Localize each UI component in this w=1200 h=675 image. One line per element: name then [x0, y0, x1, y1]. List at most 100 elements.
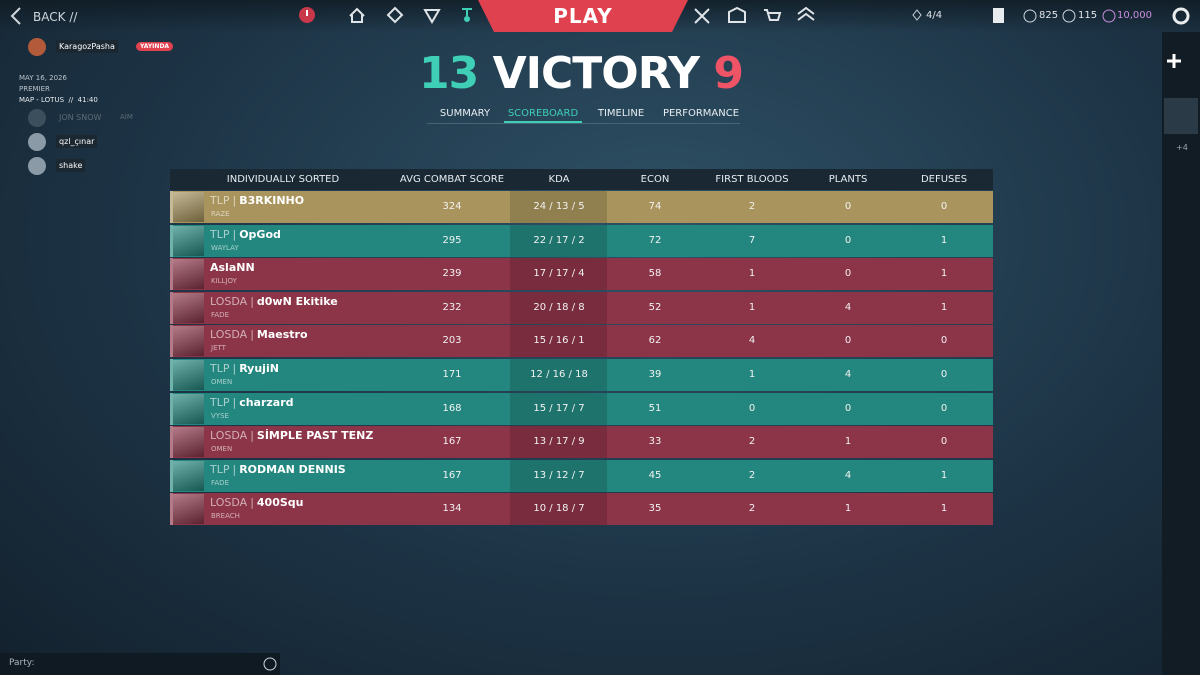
add-friend-icon[interactable] [1167, 54, 1181, 68]
agent-portrait [173, 360, 204, 390]
match-mode: PREMIER [19, 85, 50, 93]
tab[interactable]: TIMELINE [597, 108, 645, 119]
column-header: KDA [548, 174, 570, 185]
stat-acs: 168 [442, 402, 462, 414]
kc-icon [1102, 9, 1116, 23]
esports-icon[interactable] [728, 6, 746, 23]
stat-econ: 58 [648, 268, 662, 280]
collection-icon[interactable] [386, 6, 404, 24]
player-row[interactable]: TLP | RyujiN OMEN 171 12 / 16 / 18 39 1 4 0 [170, 359, 993, 391]
tab[interactable]: PERFORMANCE [662, 108, 740, 119]
stat-econ: 52 [648, 301, 662, 313]
stat-econ: 72 [648, 234, 662, 246]
stat-defuses: 0 [940, 402, 948, 414]
team-separator: | [232, 462, 237, 476]
stat-plants: 4 [844, 469, 852, 481]
chat-icon[interactable] [262, 656, 278, 672]
player-row[interactable]: LOSDA | d0wN Ekitike FADE 232 20 / 18 / 8 52 1 4… [170, 291, 993, 324]
back-label: BACK [33, 10, 66, 24]
player-row[interactable]: TLP | charzard VYSE 168 15 / 17 / 7 51 0 0 0 [170, 392, 993, 425]
row-accent [170, 191, 173, 223]
chat-circle [263, 657, 277, 671]
stat-kda: 20 / 18 / 8 [533, 301, 585, 313]
stat-defuses: 0 [940, 201, 948, 212]
player-row[interactable]: TLP | OpGod WAYLAY 295 22 / 17 / 2 72 7 0 1 [170, 224, 993, 257]
team-separator: | [250, 496, 254, 510]
stat-defuses: 1 [940, 234, 948, 246]
stat-kda: 13 / 12 / 7 [533, 469, 585, 481]
team-separator: | [250, 328, 254, 342]
match-separator: // [68, 96, 74, 104]
back-arrow[interactable] [10, 7, 21, 25]
table-header [170, 169, 993, 190]
player-row[interactable]: AslaNN KILLJOY 239 17 / 17 / 4 58 1 0 1 [170, 258, 993, 291]
stat-first-bloods: 1 [748, 268, 756, 280]
friend-avatar[interactable] [28, 157, 46, 175]
stat-acs: 167 [442, 436, 462, 448]
team-separator: | [250, 294, 254, 308]
player-name: LOSDA | 400Squ [210, 496, 304, 509]
premier-icon[interactable] [797, 6, 815, 21]
friend-name[interactable]: shake [56, 159, 86, 172]
row-accent [170, 392, 173, 425]
friend-avatar[interactable] [28, 133, 46, 151]
team-separator: | [250, 429, 254, 443]
stat-kda: 10 / 18 / 7 [533, 503, 585, 515]
career-icon[interactable] [462, 8, 472, 16]
play-label[interactable]: PLAY [553, 4, 613, 28]
player-row[interactable]: LOSDA | SİMPLE PAST TENZ OMEN 167 13 / 17 / 9… [170, 426, 993, 459]
column-header: PLANTS [828, 174, 868, 185]
player-row[interactable]: LOSDA | Maestro JETT 203 15 / 16 / 1 62 4 0 0 [170, 325, 993, 358]
stat-kda: 17 / 17 / 4 [533, 268, 585, 280]
stat-defuses: 1 [940, 503, 948, 515]
stat-plants: 4 [844, 301, 852, 313]
name: OpGod [239, 227, 281, 241]
play-banner[interactable] [478, 0, 688, 32]
player-row[interactable]: LOSDA | 400Squ BREACH 134 10 / 18 / 7 35 2 1 1 [170, 493, 993, 526]
player-name: TLP | RyujiN [210, 362, 279, 375]
settings-icon[interactable] [1172, 7, 1190, 25]
sidebar [1162, 32, 1200, 675]
tab[interactable]: SUMMARY [439, 108, 491, 119]
tabs-line [427, 123, 740, 124]
row-accent [170, 359, 173, 391]
team-tag: TLP [210, 462, 230, 476]
party-member[interactable] [1164, 98, 1198, 134]
friend-name[interactable]: KaragozPasha [56, 40, 118, 53]
friend-status: AIM [120, 113, 133, 121]
party-label: Party: [9, 658, 35, 668]
party-chat[interactable] [0, 653, 280, 675]
stat-first-bloods: 4 [748, 335, 756, 347]
vp-icon [1023, 9, 1037, 23]
player-row[interactable]: TLP | B3RKINHO RAZE 324 24 / 13 / 5 74 2 0 0 [170, 191, 993, 223]
team-score: 13 [419, 48, 479, 99]
back-button[interactable]: BACK // [33, 10, 77, 24]
tab[interactable]: SCOREBOARD [507, 108, 579, 119]
friend-avatar[interactable] [28, 109, 46, 127]
friend-avatar[interactable] [28, 38, 46, 56]
friend-name[interactable]: qzl_çınar [56, 135, 98, 148]
stat-acs: 295 [442, 234, 462, 246]
kda-band [510, 291, 607, 324]
player-name: LOSDA | SİMPLE PAST TENZ [210, 429, 373, 442]
friend-name[interactable]: JON SNOW [59, 113, 102, 122]
home-icon[interactable] [349, 7, 365, 23]
stat-defuses: 1 [940, 469, 948, 481]
team-tag: TLP [210, 395, 230, 409]
stat-plants: 1 [844, 436, 852, 448]
player-row[interactable]: TLP | RODMAN DENNIS FADE 167 13 / 12 / 7 45 2 4 1 [170, 459, 993, 492]
stat-first-bloods: 2 [748, 503, 756, 515]
store-icon[interactable] [764, 9, 782, 21]
agents-icon[interactable] [423, 9, 441, 24]
column-header: INDIVIDUALLY SORTED [226, 174, 340, 185]
stat-acs: 324 [442, 201, 462, 212]
team-separator: | [232, 362, 237, 375]
stat-econ: 33 [648, 436, 662, 448]
card-icon[interactable] [993, 8, 1004, 23]
name: 400Squ [256, 496, 304, 510]
tab-underline [504, 121, 582, 123]
battlepass-icon[interactable] [694, 8, 710, 24]
agent-name: OMEN [211, 378, 233, 386]
outcome: VICTORY [492, 48, 700, 99]
agent-portrait [173, 326, 204, 357]
